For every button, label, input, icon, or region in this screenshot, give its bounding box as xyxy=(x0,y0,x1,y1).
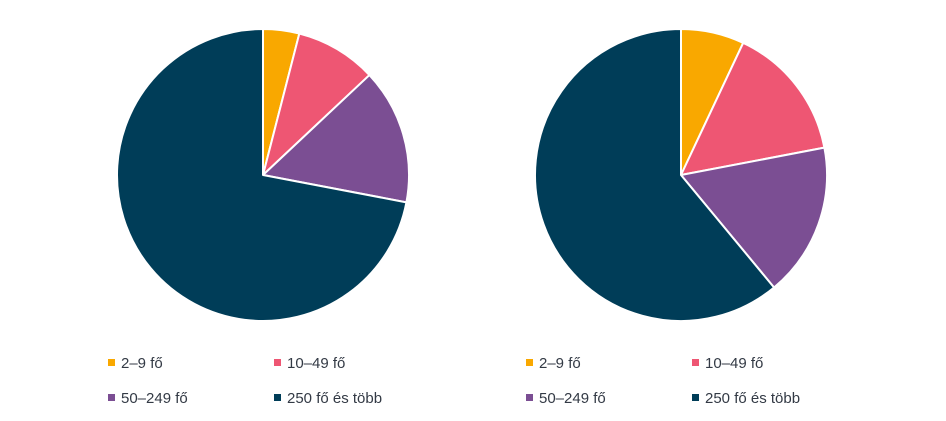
legend-swatch xyxy=(692,394,699,401)
legend-label: 50–249 fő xyxy=(121,390,188,407)
legend-item: 50–249 fő xyxy=(526,390,606,407)
legend-item: 2–9 fő xyxy=(108,355,163,372)
legend-swatch xyxy=(526,394,533,401)
legend-item: 50–249 fő xyxy=(108,390,188,407)
legend-swatch xyxy=(692,359,699,366)
slice-50-249 xyxy=(680,146,828,289)
legend-swatch xyxy=(108,359,115,366)
legend-swatch xyxy=(274,394,281,401)
slice-250-plus xyxy=(534,28,776,322)
legend-label: 10–49 fő xyxy=(705,355,763,372)
legend-label: 2–9 fő xyxy=(539,355,581,372)
legend-item: 2–9 fő xyxy=(526,355,581,372)
legend-label: 50–249 fő xyxy=(539,390,606,407)
legend-left: 2–9 fő 10–49 fő 50–249 fő 250 fő és több xyxy=(108,355,382,407)
slice-10-49 xyxy=(680,41,826,176)
legend-swatch xyxy=(274,359,281,366)
legend-item: 10–49 fő xyxy=(274,355,345,372)
legend-item: 250 fő és több xyxy=(274,390,382,407)
legend-item: 10–49 fő xyxy=(692,355,763,372)
slice-10-49 xyxy=(262,32,371,176)
pie-chart-left xyxy=(116,28,410,322)
slice-50-249 xyxy=(262,74,410,204)
legend-swatch xyxy=(526,359,533,366)
legend-swatch xyxy=(108,394,115,401)
legend-right: 2–9 fő 10–49 fő 50–249 fő 250 fő és több xyxy=(526,355,800,407)
legend-item: 250 fő és több xyxy=(692,390,800,407)
legend-label: 10–49 fő xyxy=(287,355,345,372)
legend-label: 250 fő és több xyxy=(287,390,382,407)
legend-label: 2–9 fő xyxy=(121,355,163,372)
legend-label: 250 fő és több xyxy=(705,390,800,407)
slice-250-plus xyxy=(116,28,408,322)
pie-chart-right xyxy=(534,28,828,322)
